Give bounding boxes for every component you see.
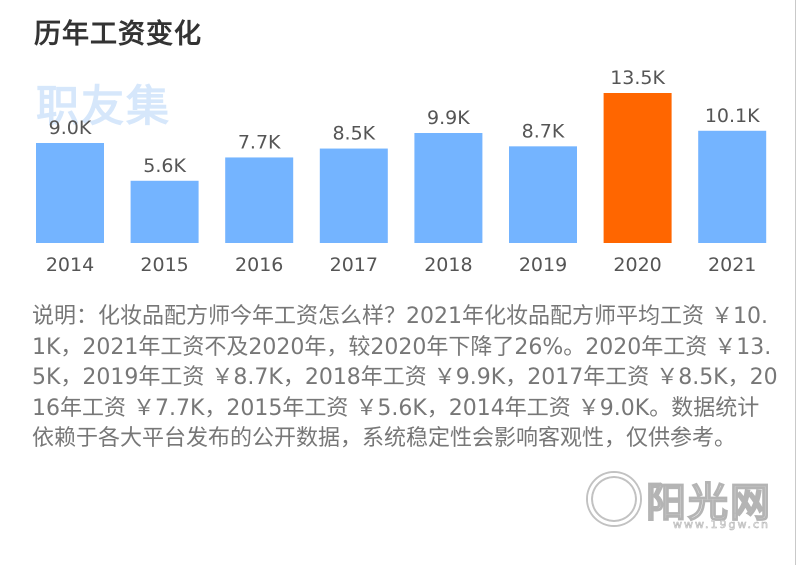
watermark-sun-icon: [588, 473, 640, 525]
bar-2014: [36, 143, 104, 243]
data-label-2017: 8.5K: [332, 123, 375, 145]
x-tick-label-2021: 2021: [708, 254, 756, 276]
bar-2018: [414, 133, 483, 243]
x-tick-label-2016: 2016: [235, 254, 283, 276]
bar-2019: [509, 146, 577, 243]
watermark-site: 阳光网 www.19gw.cn: [588, 470, 772, 532]
data-label-2021: 10.1K: [705, 105, 760, 127]
data-label-2018: 9.9K: [427, 107, 470, 129]
data-label-2016: 7.7K: [238, 131, 281, 153]
data-label-2015: 5.6K: [143, 155, 186, 177]
bar-2016: [225, 157, 294, 243]
chart-title: 历年工资变化: [34, 19, 202, 50]
x-tick-label-2018: 2018: [424, 254, 472, 276]
x-tick-label-2014: 2014: [46, 254, 94, 276]
salary-description: 说明：化妆品配方师今年工资怎么样？2021年化妆品配方师平均工资 ￥10.1K，…: [32, 304, 778, 451]
watermark-site-name: 阳光网: [645, 479, 772, 527]
bar-2021: [698, 130, 767, 243]
x-tick-label-2020: 2020: [613, 254, 661, 276]
data-label-2020: 13.5K: [610, 67, 665, 89]
watermark-site-url: www.19gw.cn: [673, 518, 770, 532]
watermark-logo-text: 职友集: [36, 82, 171, 132]
data-label-2014: 9.0K: [49, 117, 92, 139]
bar-2017: [319, 148, 388, 243]
bar-2020: [603, 93, 672, 243]
x-tick-label-2019: 2019: [519, 254, 567, 276]
right-border-divider: [795, 0, 796, 565]
salary-bar-chart: 9.0K 2014 5.6K 2015 7.7K 2016 8.5K 2017 9.9K 2018…: [36, 67, 767, 276]
x-tick-label-2017: 2017: [330, 254, 378, 276]
bar-2015: [130, 180, 199, 243]
data-label-2019: 8.7K: [522, 120, 565, 142]
x-tick-label-2015: 2015: [140, 254, 188, 276]
